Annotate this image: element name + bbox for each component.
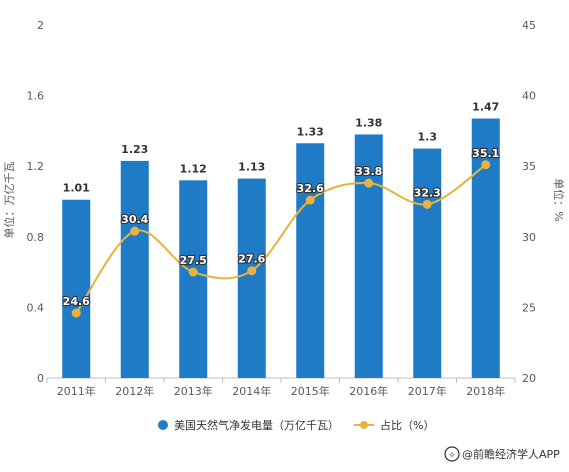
line-value-label: 33.8 bbox=[355, 165, 382, 178]
bar-value-label: 1.01 bbox=[63, 182, 90, 195]
app-logo-glyph: ✧ bbox=[448, 451, 456, 461]
y-tick-label: 1.2 bbox=[27, 160, 45, 173]
bar-value-label: 1.13 bbox=[238, 161, 265, 174]
bar-value-label: 1.23 bbox=[121, 143, 148, 156]
line-point bbox=[188, 267, 198, 277]
legend: 美国天然气净发电量（万亿千瓦） 占比（%） bbox=[158, 418, 434, 432]
y2-tick-label: 35 bbox=[522, 160, 536, 173]
x-tick-label: 2015年 bbox=[291, 384, 330, 398]
line-point bbox=[305, 195, 315, 205]
bar-series bbox=[62, 118, 500, 379]
y-tick-label: 1.6 bbox=[27, 90, 45, 103]
line-value-label: 32.6 bbox=[297, 182, 324, 195]
bar bbox=[413, 148, 442, 378]
y-tick-label: 0.8 bbox=[27, 231, 45, 244]
line-value-label: 27.6 bbox=[238, 253, 265, 266]
legend-line-dot bbox=[360, 421, 368, 429]
x-tick-label: 2012年 bbox=[115, 384, 154, 398]
y2-tick-label: 45 bbox=[522, 19, 536, 32]
line-value-label: 32.3 bbox=[414, 186, 441, 199]
bar bbox=[296, 143, 325, 378]
legend-bar-swatch bbox=[158, 420, 168, 430]
y-tick-label: 0.4 bbox=[27, 301, 45, 314]
y-axis-title: 单位：万亿千瓦 bbox=[2, 162, 16, 239]
y2-tick-label: 40 bbox=[522, 90, 536, 103]
y2-tick-label: 25 bbox=[522, 301, 536, 314]
line-value-label: 35.1 bbox=[472, 147, 499, 160]
bar-value-label: 1.38 bbox=[355, 116, 382, 129]
bar bbox=[179, 180, 208, 378]
line-point bbox=[71, 308, 81, 318]
line-point bbox=[247, 266, 257, 276]
line-value-label: 24.6 bbox=[63, 295, 90, 308]
bar-value-label: 1.47 bbox=[472, 101, 499, 114]
bar bbox=[354, 134, 383, 378]
x-tick-label: 2016年 bbox=[349, 384, 388, 398]
y-tick-label: 0 bbox=[37, 372, 44, 385]
legend-bar-label: 美国天然气净发电量（万亿千瓦） bbox=[174, 418, 339, 432]
y-tick-label: 2 bbox=[37, 19, 44, 32]
bar bbox=[237, 178, 266, 378]
x-axis-ticks: 2011年 2012年 2013年 2014年 2015年 2016年 2017年 2018年 bbox=[46, 378, 516, 398]
line-data-labels: 24.6 30.4 27.5 27.6 32.6 33.8 32.3 35.1 bbox=[62, 146, 501, 309]
x-tick-label: 2017年 bbox=[408, 384, 447, 398]
line-value-label: 30.4 bbox=[121, 213, 148, 226]
line-point bbox=[422, 199, 432, 209]
source-credit: @前瞻经济学人APP bbox=[462, 447, 560, 461]
app-logo-icon bbox=[444, 446, 460, 462]
bar-value-label: 1.12 bbox=[180, 162, 207, 175]
x-tick-label: 2011年 bbox=[57, 384, 96, 398]
right-axis-ticks: 20 25 30 35 40 45 bbox=[522, 19, 536, 385]
x-tick-label: 2014年 bbox=[232, 384, 271, 398]
y2-axis-title: 单位：% bbox=[552, 178, 566, 221]
bar-value-label: 1.3 bbox=[418, 131, 438, 144]
bar bbox=[120, 160, 149, 378]
line-point bbox=[481, 160, 491, 170]
bar bbox=[62, 199, 91, 378]
line-points bbox=[71, 160, 491, 318]
bar-data-labels: 1.01 1.23 1.12 1.13 1.33 1.38 1.3 1.47 bbox=[63, 101, 500, 195]
footer: ✧ @前瞻经济学人APP bbox=[444, 446, 560, 462]
y2-tick-label: 30 bbox=[522, 231, 536, 244]
x-tick-label: 2018年 bbox=[466, 384, 505, 398]
left-axis-ticks: 0 0.4 0.8 1.2 1.6 2 bbox=[27, 19, 45, 385]
line-point bbox=[364, 178, 374, 188]
x-tick-label: 2013年 bbox=[174, 384, 213, 398]
y2-tick-label: 20 bbox=[522, 372, 536, 385]
line-value-label: 27.5 bbox=[180, 254, 207, 267]
bar-value-label: 1.33 bbox=[297, 125, 324, 138]
legend-line-label: 占比（%） bbox=[380, 418, 434, 432]
line-point bbox=[130, 226, 140, 236]
